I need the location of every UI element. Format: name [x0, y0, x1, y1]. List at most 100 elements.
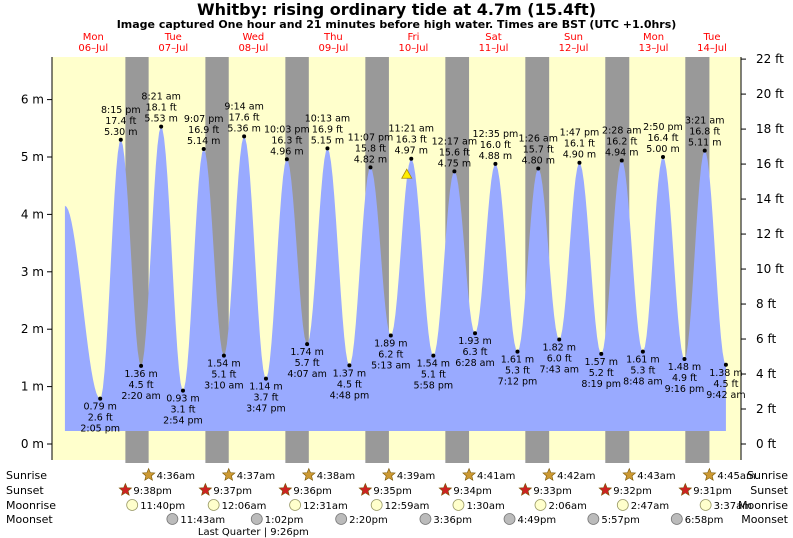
extreme-point — [201, 146, 206, 151]
moonrise-row-label: Moonrise — [6, 499, 56, 512]
extreme-point — [242, 134, 247, 139]
extreme-point — [139, 363, 144, 368]
y-tick-label-m: 3 m — [21, 265, 44, 279]
high-tide-label: 4.82 m — [354, 154, 387, 165]
sunrise-row-label-right: Sunrise — [747, 469, 788, 482]
extreme-point — [325, 146, 330, 151]
low-tide-label: 5.3 ft — [630, 366, 655, 377]
sunset-icon — [198, 482, 213, 496]
moonrise-icon — [370, 499, 383, 511]
extreme-point — [263, 376, 268, 381]
high-tide-label: 2:50 pm — [643, 122, 683, 133]
moonset-row-label-right: Moonset — [741, 513, 788, 526]
low-tide-label: 4.5 ft — [129, 380, 154, 391]
sun-moon-events: Sunrise Sunrise Sunset Sunset Moonrise Moonri… — [6, 467, 789, 538]
day-name: Mon — [83, 32, 104, 43]
low-tide-label: 0.93 m — [166, 394, 199, 405]
high-tide-label: 16.3 ft — [271, 135, 302, 146]
low-tide-label: 4.5 ft — [337, 379, 362, 390]
day-name: Sat — [485, 32, 501, 43]
low-tide-label: 1.14 m — [249, 382, 282, 393]
moonset-icon — [166, 513, 179, 525]
sunrise-time: 4:36am — [157, 471, 195, 482]
high-tide-label: 4.75 m — [438, 158, 471, 169]
high-tide-label: 5.11 m — [688, 138, 721, 149]
moonset-time: 6:58pm — [685, 515, 724, 526]
sunset-icon — [518, 482, 533, 496]
moonrise-time: 2:47am — [631, 501, 669, 512]
extreme-point — [577, 160, 582, 165]
sunrise-time: 4:37am — [237, 471, 275, 482]
low-tide-label: 0.79 m — [83, 402, 116, 413]
low-tide-label: 4.9 ft — [672, 373, 697, 384]
low-tide-label: 1.57 m — [585, 357, 618, 368]
moonrise-time: 12:59am — [385, 501, 430, 512]
high-tide-label: 15.8 ft — [355, 143, 386, 154]
extreme-point — [473, 331, 478, 336]
y-tick-label-ft: 16 ft — [756, 157, 784, 171]
moonrise-time: 12:06am — [222, 501, 267, 512]
y-tick-label-m: 2 m — [21, 322, 44, 336]
sunset-row-label-right: Sunset — [750, 484, 788, 497]
high-tide-label: 18.1 ft — [146, 103, 177, 114]
moonrise-time: 3:37am — [714, 501, 752, 512]
moonset-time: 5:57pm — [601, 515, 640, 526]
high-tide-label: 5.30 m — [104, 127, 137, 138]
high-tide-label: 12:35 pm — [473, 129, 519, 140]
high-tide-label: 15.6 ft — [439, 147, 470, 158]
low-tide-label: 6.0 ft — [547, 354, 572, 365]
chart-title: Whitby: rising ordinary tide at 4.7m (15… — [196, 0, 597, 19]
y-tick-label-m: 6 m — [21, 93, 44, 107]
tide-series — [64, 126, 726, 431]
high-tide-label: 1:26 am — [519, 133, 558, 144]
high-tide-label: 2:28 am — [602, 125, 641, 136]
low-tide-label: 4:48 pm — [330, 390, 370, 401]
low-tide-label: 9:16 pm — [665, 384, 705, 395]
sunset-time: 9:33pm — [533, 486, 572, 497]
sunset-time: 9:32pm — [613, 486, 652, 497]
y-tick-label-ft: 4 ft — [756, 367, 776, 381]
low-tide-label: 1.82 m — [543, 343, 576, 354]
y-tick-label-m: 0 m — [21, 437, 44, 451]
sunset-time: 9:31pm — [693, 486, 732, 497]
low-tide-label: 3:10 am — [204, 381, 243, 392]
high-tide-label: 16.0 ft — [480, 140, 511, 151]
day-date: 10–Jul — [399, 43, 429, 54]
high-tide-label: 1:47 pm — [560, 128, 600, 139]
moonrise-time: 2:06am — [548, 501, 586, 512]
sunrise-time: 4:43am — [637, 471, 675, 482]
high-tide-label: 4.88 m — [479, 151, 512, 162]
low-tide-label: 1.93 m — [458, 336, 491, 347]
y-tick-label-ft: 8 ft — [756, 297, 776, 311]
day-date: 13–Jul — [639, 43, 669, 54]
day-name: Thu — [323, 32, 343, 43]
extreme-point — [388, 333, 393, 338]
sunset-time: 9:36pm — [293, 486, 332, 497]
y-tick-label-m: 1 m — [21, 380, 44, 394]
moon-phase-label: Last Quarter | 9:26pm — [198, 527, 309, 538]
extreme-point — [180, 388, 185, 393]
low-tide-label: 2.6 ft — [88, 413, 113, 424]
low-tide-label: 2:20 am — [121, 391, 160, 402]
extreme-point — [557, 337, 562, 342]
low-tide-label: 1.89 m — [374, 339, 407, 350]
high-tide-label: 15.7 ft — [523, 144, 554, 155]
low-tide-label: 4.5 ft — [713, 379, 738, 390]
moonrise-time: 1:30am — [466, 501, 504, 512]
low-tide-label: 1.37 m — [333, 368, 366, 379]
high-tide-label: 4.97 m — [395, 146, 428, 157]
low-tide-label: 6.3 ft — [463, 347, 488, 358]
low-tide-label: 1.61 m — [501, 355, 534, 366]
high-tide-label: 16.2 ft — [606, 136, 637, 147]
day-date: 07–Jul — [158, 43, 188, 54]
sunset-icon — [598, 482, 613, 496]
extreme-point — [347, 363, 352, 368]
low-tide-label: 1.54 m — [207, 359, 240, 370]
low-tide-label: 7:12 pm — [498, 377, 538, 388]
day-date: 08–Jul — [238, 43, 268, 54]
low-tide-label: 4:07 am — [287, 369, 326, 380]
day-name: Tue — [164, 32, 182, 43]
y-tick-label-ft: 22 ft — [756, 52, 784, 66]
moonrise-icon — [616, 499, 629, 511]
high-tide-label: 17.4 ft — [105, 116, 136, 127]
